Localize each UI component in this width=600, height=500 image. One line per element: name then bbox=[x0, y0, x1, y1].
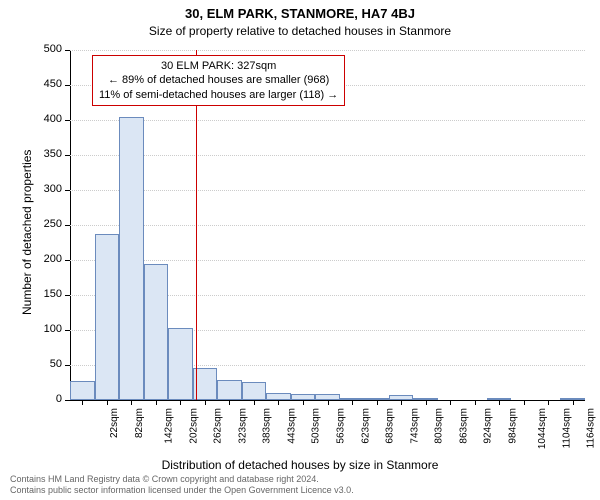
x-tick-label: 1164sqm bbox=[586, 408, 597, 448]
annotation-line-2: ← 89% of detached houses are smaller (96… bbox=[99, 73, 338, 87]
x-tick-label: 323sqm bbox=[237, 408, 248, 444]
x-tick-mark bbox=[205, 400, 206, 405]
x-tick-mark bbox=[573, 400, 574, 405]
y-tick-label: 400 bbox=[22, 113, 62, 125]
chart-container: 30, ELM PARK, STANMORE, HA7 4BJ Size of … bbox=[0, 0, 600, 500]
bar bbox=[144, 264, 169, 401]
y-axis-label: Number of detached properties bbox=[20, 150, 34, 315]
x-tick-mark bbox=[548, 400, 549, 405]
bar bbox=[266, 393, 291, 400]
x-tick-label: 503sqm bbox=[311, 408, 322, 444]
x-tick-label: 82sqm bbox=[134, 408, 145, 438]
x-tick-label: 1104sqm bbox=[561, 408, 572, 448]
x-tick-mark bbox=[180, 400, 181, 405]
x-tick-mark bbox=[426, 400, 427, 405]
footer-line-2: Contains public sector information licen… bbox=[10, 485, 590, 496]
x-tick-label: 623sqm bbox=[360, 408, 371, 444]
x-tick-label: 984sqm bbox=[507, 408, 518, 444]
x-axis-label: Distribution of detached houses by size … bbox=[0, 458, 600, 472]
x-tick-label: 383sqm bbox=[262, 408, 273, 444]
x-tick-mark bbox=[131, 400, 132, 405]
chart-title-main: 30, ELM PARK, STANMORE, HA7 4BJ bbox=[0, 6, 600, 21]
y-tick-label: 50 bbox=[22, 358, 62, 370]
x-tick-mark bbox=[475, 400, 476, 405]
bar bbox=[119, 117, 144, 401]
x-tick-mark bbox=[352, 400, 353, 405]
x-tick-mark bbox=[229, 400, 230, 405]
x-tick-label: 22sqm bbox=[109, 408, 120, 438]
x-tick-mark bbox=[303, 400, 304, 405]
x-tick-mark bbox=[278, 400, 279, 405]
x-tick-label: 803sqm bbox=[434, 408, 445, 444]
x-tick-label: 262sqm bbox=[213, 408, 224, 444]
x-tick-mark bbox=[107, 400, 108, 405]
x-tick-label: 863sqm bbox=[458, 408, 469, 444]
x-tick-label: 202sqm bbox=[188, 408, 199, 444]
bar bbox=[242, 382, 267, 400]
annotation-line-3: 11% of semi-detached houses are larger (… bbox=[99, 88, 338, 102]
chart-title-sub: Size of property relative to detached ho… bbox=[0, 24, 600, 38]
x-tick-label: 142sqm bbox=[164, 408, 175, 444]
bar bbox=[217, 380, 242, 400]
x-tick-label: 443sqm bbox=[287, 408, 298, 444]
y-tick-label: 100 bbox=[22, 323, 62, 335]
x-tick-label: 1044sqm bbox=[537, 408, 548, 449]
y-tick-label: 450 bbox=[22, 78, 62, 90]
y-tick-mark bbox=[65, 400, 70, 401]
annotation-box: 30 ELM PARK: 327sqm ← 89% of detached ho… bbox=[92, 55, 345, 106]
x-tick-mark bbox=[156, 400, 157, 405]
x-tick-mark bbox=[328, 400, 329, 405]
annotation-line-1: 30 ELM PARK: 327sqm bbox=[99, 59, 338, 73]
x-tick-label: 924sqm bbox=[483, 408, 494, 444]
bar bbox=[95, 234, 120, 400]
y-tick-label: 0 bbox=[22, 393, 62, 405]
x-tick-mark bbox=[377, 400, 378, 405]
bar bbox=[70, 381, 95, 400]
x-tick-label: 683sqm bbox=[385, 408, 396, 444]
x-tick-mark bbox=[499, 400, 500, 405]
footer-line-1: Contains HM Land Registry data © Crown c… bbox=[10, 474, 590, 485]
x-tick-label: 563sqm bbox=[336, 408, 347, 444]
y-tick-label: 500 bbox=[22, 43, 62, 55]
x-tick-mark bbox=[401, 400, 402, 405]
x-tick-mark bbox=[450, 400, 451, 405]
x-tick-mark bbox=[524, 400, 525, 405]
x-tick-label: 743sqm bbox=[409, 408, 420, 444]
x-tick-mark bbox=[254, 400, 255, 405]
footer-text: Contains HM Land Registry data © Crown c… bbox=[10, 474, 590, 496]
bar bbox=[168, 328, 193, 400]
x-tick-mark bbox=[82, 400, 83, 405]
